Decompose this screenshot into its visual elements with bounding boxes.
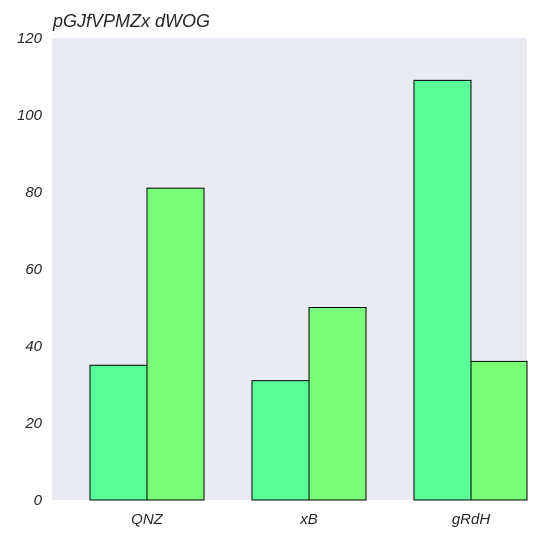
bar-gRdH-series-1 [413,79,472,501]
x-tick-label: xB [299,511,318,528]
x-tick-label: gRdH [452,511,491,528]
y-tick-label: 40 [25,338,42,355]
chart-title: pGJfVPMZx dWOG [52,11,210,31]
y-tick-labels: 0 20 40 60 80 100 120 [17,30,43,509]
bar-QNZ-series-2 [146,187,205,501]
y-tick-label: 60 [25,261,42,278]
bar-QNZ-series-1 [89,364,148,501]
bar-xB-series-2 [308,307,367,501]
x-tick-labels: QNZ xB gRdH [131,511,490,528]
y-tick-label: 0 [34,492,43,509]
y-tick-label: 80 [25,184,42,201]
y-tick-label: 20 [24,415,42,432]
bar-gRdH-series-2 [470,360,528,501]
y-tick-label: 100 [17,107,43,124]
y-tick-label: 120 [17,30,43,47]
bars-group [89,79,528,501]
bar-xB-series-1 [251,380,310,501]
x-tick-label: QNZ [131,511,164,528]
